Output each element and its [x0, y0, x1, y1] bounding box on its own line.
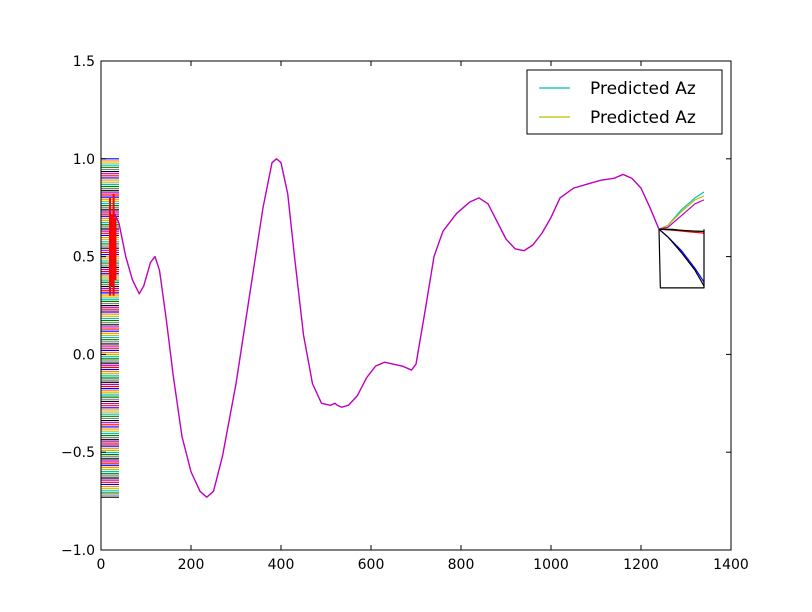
series-line-8	[658, 228, 705, 287]
y-tick-label: −0.5	[61, 445, 95, 461]
trajectory-bundle	[101, 158, 119, 498]
x-tick-label: 200	[178, 557, 205, 573]
legend-box	[526, 69, 723, 135]
legend-label-1: Predicted Az	[590, 108, 696, 128]
axis-ticks: 0 200 400 600 800 1000 1200 1400 −1.0 −0.5 0.0 0.5 1…	[61, 54, 749, 573]
series-layer	[113, 158, 705, 498]
series-line-6	[658, 228, 705, 233]
y-tick-label: −1.0	[61, 543, 95, 559]
plot-frame	[100, 60, 732, 551]
series-line-9	[658, 229, 705, 289]
x-tick-label: 1200	[623, 557, 659, 573]
x-tick-label: 1000	[533, 557, 569, 573]
x-tick-label: 800	[448, 557, 475, 573]
x-tick-label: 0	[97, 557, 106, 573]
y-tick-label: 1.5	[73, 54, 95, 70]
y-tick-label: 0.0	[73, 347, 95, 363]
x-tick-label: 600	[358, 557, 385, 573]
y-tick-label: 0.5	[73, 250, 95, 266]
series-line-3	[658, 199, 705, 230]
series-line-2	[658, 195, 705, 230]
legend: Predicted Az Predicted Az	[526, 69, 723, 135]
y-tick-label: 1.0	[73, 152, 95, 168]
x-tick-label: 1400	[713, 557, 749, 573]
series-line-0	[113, 158, 660, 498]
legend-label-0: Predicted Az	[590, 79, 696, 99]
x-tick-label: 400	[268, 557, 295, 573]
